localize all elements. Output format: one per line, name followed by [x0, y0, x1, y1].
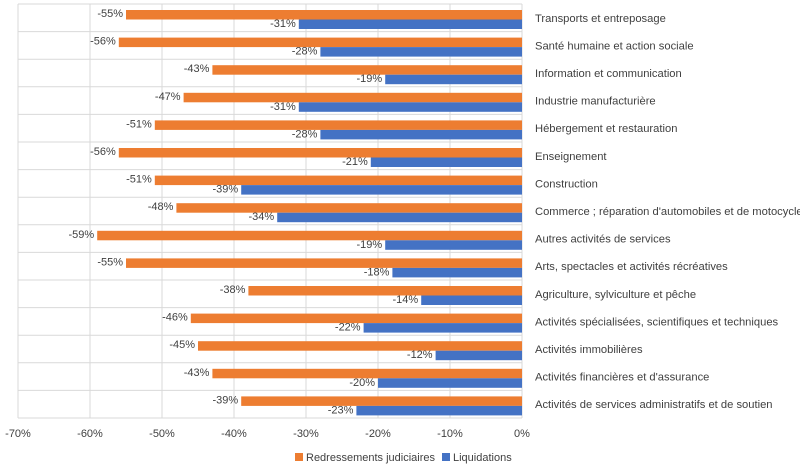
bar-liquidations [392, 267, 522, 278]
category-label: Agriculture, sylviculture et pêche [535, 289, 696, 301]
x-tick-label: 0% [514, 428, 530, 440]
bar-liquidations [385, 74, 522, 85]
data-label-redressements: -59% [69, 229, 95, 241]
data-label-liquidations: -31% [270, 101, 296, 113]
category-label: Activités financières et d'assurance [535, 372, 709, 384]
category-label: Activités spécialisées, scientifiques et… [535, 316, 779, 328]
bar-liquidations [385, 240, 522, 250]
bar-redressements [126, 258, 522, 268]
legend-label-liquidations: Liquidations [453, 452, 512, 464]
x-axis: -70% -60% -50% -40% -30% -20% -10% 0% [5, 428, 530, 440]
data-label-redressements: -45% [169, 339, 195, 351]
data-label-redressements: -46% [162, 312, 188, 324]
data-label-liquidations: -39% [213, 184, 239, 196]
bar-liquidations [298, 102, 522, 112]
category-label: Construction [535, 178, 598, 190]
x-tick-label: -70% [5, 428, 31, 440]
category-label: Santé humaine et action sociale [535, 40, 694, 52]
data-label-redressements: -51% [126, 118, 152, 130]
bar-redressements [154, 120, 523, 130]
bars [97, 10, 523, 416]
bar-redressements [212, 368, 522, 379]
bar-redressements [248, 286, 522, 296]
data-label-liquidations: -28% [292, 128, 318, 140]
data-label-redressements: -56% [90, 36, 116, 48]
data-label-redressements: -51% [126, 174, 152, 186]
x-tick-label: -60% [77, 428, 103, 440]
bar-redressements [241, 396, 522, 406]
data-label-liquidations: -18% [364, 266, 390, 278]
category-label: Industrie manufacturière [535, 96, 656, 108]
x-tick-label: -10% [437, 428, 463, 440]
category-label: Activités de services administratifs et … [535, 399, 773, 411]
category-label: Information et communication [535, 68, 682, 80]
category-label: Transports et entreposage [535, 13, 666, 25]
data-label-redressements: -55% [97, 8, 123, 20]
bar-liquidations [363, 323, 522, 333]
category-label: Hébergement et restauration [535, 123, 677, 135]
x-tick-label: -20% [365, 428, 391, 440]
data-label-liquidations: -28% [292, 46, 318, 58]
bar-liquidations [356, 405, 522, 416]
data-label-redressements: -39% [213, 394, 239, 406]
data-label-redressements: -47% [155, 91, 181, 103]
bar-liquidations [320, 129, 522, 140]
bar-redressements [212, 65, 522, 75]
data-label-liquidations: -34% [249, 211, 275, 223]
data-label-liquidations: -20% [349, 377, 375, 389]
data-label-redressements: -43% [184, 63, 210, 75]
legend-swatch-liquidations [442, 453, 450, 461]
legend-swatch-redressements [295, 453, 303, 461]
bar-liquidations [298, 19, 522, 29]
category-label: Activités immobilières [535, 344, 643, 356]
category-label: Autres activités de services [535, 234, 671, 246]
bar-redressements [118, 37, 523, 48]
bar-redressements [190, 313, 523, 324]
bar-liquidations [277, 212, 522, 223]
data-labels: -55% -31% -56% -28% -43% -19% -47% -31% -51% -28%… [69, 8, 433, 416]
category-label: Arts, spectacles et activités récréative… [535, 261, 728, 273]
bar-liquidations [421, 295, 522, 305]
bar-redressements [118, 148, 523, 158]
data-label-redressements: -48% [148, 201, 174, 213]
category-label: Commerce ; réparation d'automobiles et d… [535, 206, 800, 218]
bar-liquidations [370, 157, 522, 167]
legend: Redressements judiciaires Liquidations [295, 452, 512, 464]
category-labels: Transports et entreposage Santé humaine e… [535, 13, 800, 411]
bar-liquidations [320, 47, 522, 57]
data-label-liquidations: -19% [357, 239, 383, 251]
data-label-liquidations: -19% [357, 73, 383, 85]
data-label-liquidations: -21% [342, 156, 368, 168]
data-label-redressements: -43% [184, 367, 210, 379]
data-label-liquidations: -31% [270, 18, 296, 30]
x-tick-label: -30% [293, 428, 319, 440]
data-label-liquidations: -22% [335, 322, 361, 334]
x-tick-label: -40% [221, 428, 247, 440]
data-label-liquidations: -12% [407, 349, 433, 361]
category-label: Enseignement [535, 151, 607, 163]
bar-liquidations [241, 185, 522, 195]
bar-liquidations [435, 350, 522, 361]
data-label-redressements: -56% [90, 146, 116, 158]
data-label-liquidations: -14% [393, 294, 419, 306]
bar-redressements [97, 230, 522, 241]
bar-redressements [176, 203, 522, 213]
bar-redressements [183, 92, 522, 103]
bar-liquidations [378, 378, 522, 388]
bar-redressements [154, 175, 523, 186]
x-tick-label: -50% [149, 428, 175, 440]
bar-redressements [126, 10, 522, 20]
data-label-redressements: -55% [97, 256, 123, 268]
data-label-redressements: -38% [220, 284, 246, 296]
legend-label-redressements: Redressements judiciaires [306, 452, 435, 464]
data-label-liquidations: -23% [328, 404, 354, 416]
bar-redressements [198, 341, 522, 351]
